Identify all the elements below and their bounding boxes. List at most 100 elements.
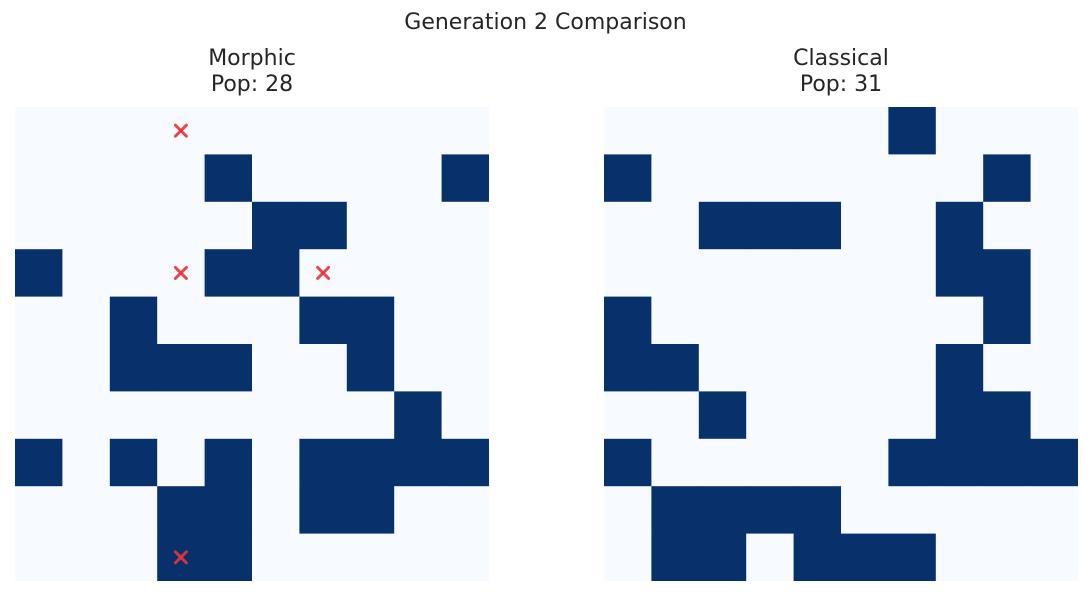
classical-cell-7-9 <box>1030 438 1078 487</box>
morphic-cell-6-4 <box>204 391 253 440</box>
classical-cell-3-2 <box>698 249 747 298</box>
morphic-marker-3 <box>173 550 188 565</box>
morphic-cell-0-6 <box>299 107 348 155</box>
classical-panel-title: Classical Pop: 31 <box>604 46 1078 98</box>
classical-cell-2-9 <box>1030 201 1078 250</box>
morphic-cell-8-7 <box>346 486 395 535</box>
classical-cell-5-7 <box>935 344 984 392</box>
classical-cell-4-8 <box>983 296 1032 345</box>
morphic-cell-6-1 <box>62 391 111 440</box>
morphic-cell-9-8 <box>394 533 443 581</box>
morphic-cell-5-6 <box>299 344 348 392</box>
morphic-cell-7-6 <box>299 438 348 487</box>
classical-cell-4-9 <box>1030 296 1078 345</box>
morphic-cell-5-3 <box>157 344 206 392</box>
classical-cell-4-1 <box>651 296 700 345</box>
classical-cell-1-6 <box>888 154 937 203</box>
morphic-cell-0-1 <box>62 107 111 155</box>
classical-cell-5-5 <box>841 344 889 392</box>
morphic-cell-9-0 <box>15 533 63 581</box>
classical-cell-8-6 <box>888 486 937 535</box>
classical-cell-8-5 <box>841 486 889 535</box>
classical-cell-8-2 <box>698 486 747 535</box>
classical-cell-9-1 <box>651 533 700 581</box>
morphic-cell-1-0 <box>15 154 63 203</box>
classical-cell-1-0 <box>604 154 652 203</box>
classical-cell-1-7 <box>935 154 984 203</box>
classical-cell-1-4 <box>793 154 842 203</box>
morphic-cell-2-0 <box>15 201 63 250</box>
classical-cell-0-4 <box>793 107 842 155</box>
classical-cell-7-1 <box>651 438 700 487</box>
classical-title-name: Classical <box>793 46 889 71</box>
classical-cell-0-5 <box>841 107 889 155</box>
classical-cell-7-8 <box>983 438 1032 487</box>
classical-cell-3-0 <box>604 249 652 298</box>
morphic-cell-2-9 <box>441 201 489 250</box>
classical-cell-7-5 <box>841 438 889 487</box>
classical-cell-7-0 <box>604 438 652 487</box>
morphic-cell-8-0 <box>15 486 63 535</box>
morphic-cell-6-7 <box>346 391 395 440</box>
classical-cell-8-0 <box>604 486 652 535</box>
morphic-cell-3-2 <box>109 249 158 298</box>
classical-cell-4-3 <box>746 296 795 345</box>
morphic-cell-6-6 <box>299 391 348 440</box>
classical-cell-5-2 <box>698 344 747 392</box>
morphic-cell-6-5 <box>252 391 300 440</box>
morphic-cell-1-3 <box>157 154 206 203</box>
morphic-cell-3-9 <box>441 249 489 298</box>
classical-cell-0-2 <box>698 107 747 155</box>
classical-cell-8-3 <box>746 486 795 535</box>
classical-cell-2-8 <box>983 201 1032 250</box>
classical-cell-0-6 <box>888 107 937 155</box>
classical-cell-9-6 <box>888 533 937 581</box>
morphic-cell-8-1 <box>62 486 111 535</box>
morphic-cell-4-4 <box>204 296 253 345</box>
morphic-cell-2-2 <box>109 201 158 250</box>
morphic-cell-1-2 <box>109 154 158 203</box>
morphic-cell-7-8 <box>394 438 443 487</box>
morphic-cell-4-1 <box>62 296 111 345</box>
morphic-cell-4-6 <box>299 296 348 345</box>
classical-cell-3-5 <box>841 249 889 298</box>
morphic-cell-7-3 <box>157 438 206 487</box>
morphic-cell-9-1 <box>62 533 111 581</box>
classical-cell-3-4 <box>793 249 842 298</box>
classical-cell-0-3 <box>746 107 795 155</box>
classical-cell-7-4 <box>793 438 842 487</box>
morphic-cell-9-6 <box>299 533 348 581</box>
morphic-cell-0-9 <box>441 107 489 155</box>
morphic-cell-5-8 <box>394 344 443 392</box>
classical-cell-9-9 <box>1030 533 1078 581</box>
classical-cell-5-8 <box>983 344 1032 392</box>
classical-cell-1-1 <box>651 154 700 203</box>
classical-cell-5-0 <box>604 344 652 392</box>
classical-cell-5-9 <box>1030 344 1078 392</box>
classical-cell-4-2 <box>698 296 747 345</box>
morphic-cell-7-1 <box>62 438 111 487</box>
morphic-cell-4-7 <box>346 296 395 345</box>
classical-cell-0-9 <box>1030 107 1078 155</box>
morphic-cell-3-5 <box>252 249 300 298</box>
classical-cell-9-0 <box>604 533 652 581</box>
classical-cell-1-9 <box>1030 154 1078 203</box>
classical-cell-8-8 <box>983 486 1032 535</box>
classical-cell-6-7 <box>935 391 984 440</box>
classical-cell-4-6 <box>888 296 937 345</box>
classical-cell-2-7 <box>935 201 984 250</box>
morphic-cell-0-0 <box>15 107 63 155</box>
morphic-cell-4-8 <box>394 296 443 345</box>
morphic-cell-5-9 <box>441 344 489 392</box>
morphic-cell-1-8 <box>394 154 443 203</box>
morphic-cell-8-5 <box>252 486 300 535</box>
morphic-cell-0-8 <box>394 107 443 155</box>
morphic-cell-5-0 <box>15 344 63 392</box>
classical-cell-7-6 <box>888 438 937 487</box>
classical-cell-3-6 <box>888 249 937 298</box>
morphic-cell-5-2 <box>109 344 158 392</box>
morphic-cell-7-4 <box>204 438 253 487</box>
classical-cell-2-4 <box>793 201 842 250</box>
classical-cell-7-3 <box>746 438 795 487</box>
morphic-panel-title: Morphic Pop: 28 <box>15 46 489 98</box>
